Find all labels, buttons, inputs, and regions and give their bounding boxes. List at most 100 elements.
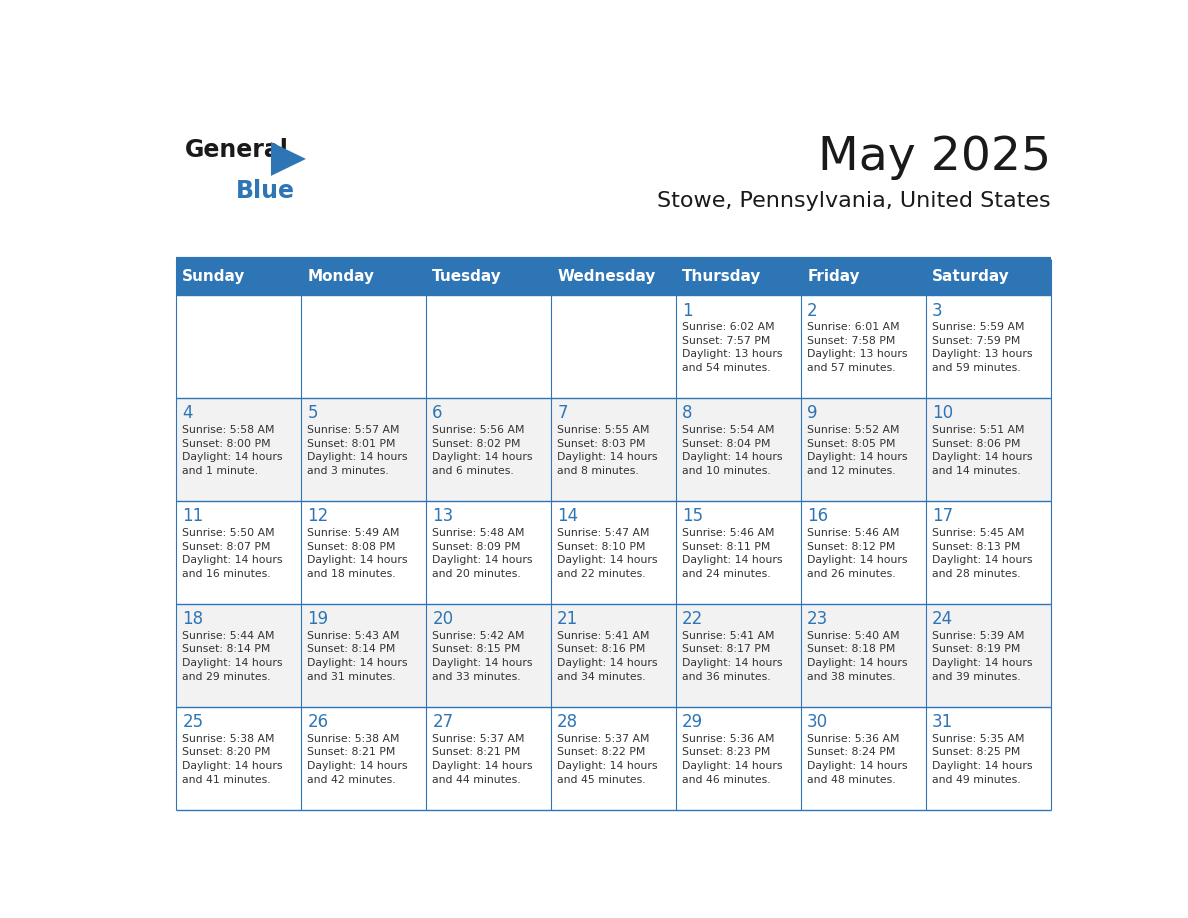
- Text: 20: 20: [432, 610, 454, 628]
- FancyBboxPatch shape: [801, 259, 925, 296]
- Text: 7: 7: [557, 405, 568, 422]
- FancyBboxPatch shape: [426, 501, 551, 604]
- FancyBboxPatch shape: [176, 707, 301, 810]
- Text: Sunday: Sunday: [183, 270, 246, 285]
- Text: Thursday: Thursday: [682, 270, 762, 285]
- Text: Sunrise: 5:41 AM
Sunset: 8:16 PM
Daylight: 14 hours
and 34 minutes.: Sunrise: 5:41 AM Sunset: 8:16 PM Dayligh…: [557, 631, 658, 682]
- Text: Sunrise: 5:44 AM
Sunset: 8:14 PM
Daylight: 14 hours
and 29 minutes.: Sunrise: 5:44 AM Sunset: 8:14 PM Dayligh…: [183, 631, 283, 682]
- Text: 16: 16: [807, 508, 828, 525]
- Text: Sunrise: 5:57 AM
Sunset: 8:01 PM
Daylight: 14 hours
and 3 minutes.: Sunrise: 5:57 AM Sunset: 8:01 PM Dayligh…: [308, 425, 407, 476]
- FancyBboxPatch shape: [176, 296, 301, 398]
- Text: Sunrise: 5:48 AM
Sunset: 8:09 PM
Daylight: 14 hours
and 20 minutes.: Sunrise: 5:48 AM Sunset: 8:09 PM Dayligh…: [432, 528, 532, 578]
- Text: Sunrise: 5:46 AM
Sunset: 8:11 PM
Daylight: 14 hours
and 24 minutes.: Sunrise: 5:46 AM Sunset: 8:11 PM Dayligh…: [682, 528, 783, 578]
- FancyBboxPatch shape: [676, 501, 801, 604]
- FancyBboxPatch shape: [925, 259, 1051, 296]
- FancyBboxPatch shape: [301, 259, 426, 296]
- FancyBboxPatch shape: [426, 707, 551, 810]
- Text: Sunrise: 5:50 AM
Sunset: 8:07 PM
Daylight: 14 hours
and 16 minutes.: Sunrise: 5:50 AM Sunset: 8:07 PM Dayligh…: [183, 528, 283, 578]
- Text: 5: 5: [308, 405, 318, 422]
- FancyBboxPatch shape: [551, 296, 676, 398]
- Text: 14: 14: [557, 508, 579, 525]
- Text: General: General: [185, 139, 289, 162]
- FancyBboxPatch shape: [676, 259, 801, 296]
- FancyBboxPatch shape: [925, 398, 1051, 501]
- FancyBboxPatch shape: [551, 259, 676, 296]
- Text: 19: 19: [308, 610, 328, 628]
- Text: Sunrise: 5:45 AM
Sunset: 8:13 PM
Daylight: 14 hours
and 28 minutes.: Sunrise: 5:45 AM Sunset: 8:13 PM Dayligh…: [933, 528, 1032, 578]
- Text: 9: 9: [807, 405, 817, 422]
- Text: Sunrise: 5:35 AM
Sunset: 8:25 PM
Daylight: 14 hours
and 49 minutes.: Sunrise: 5:35 AM Sunset: 8:25 PM Dayligh…: [933, 733, 1032, 785]
- Text: 23: 23: [807, 610, 828, 628]
- Text: Friday: Friday: [807, 270, 860, 285]
- FancyBboxPatch shape: [176, 398, 301, 501]
- FancyBboxPatch shape: [676, 296, 801, 398]
- Text: 13: 13: [432, 508, 454, 525]
- Text: Sunrise: 5:37 AM
Sunset: 8:21 PM
Daylight: 14 hours
and 44 minutes.: Sunrise: 5:37 AM Sunset: 8:21 PM Dayligh…: [432, 733, 532, 785]
- Text: 2: 2: [807, 301, 817, 319]
- Text: Sunrise: 6:02 AM
Sunset: 7:57 PM
Daylight: 13 hours
and 54 minutes.: Sunrise: 6:02 AM Sunset: 7:57 PM Dayligh…: [682, 322, 783, 373]
- Text: Sunrise: 5:56 AM
Sunset: 8:02 PM
Daylight: 14 hours
and 6 minutes.: Sunrise: 5:56 AM Sunset: 8:02 PM Dayligh…: [432, 425, 532, 476]
- Text: Sunrise: 5:46 AM
Sunset: 8:12 PM
Daylight: 14 hours
and 26 minutes.: Sunrise: 5:46 AM Sunset: 8:12 PM Dayligh…: [807, 528, 908, 578]
- Text: Sunrise: 5:59 AM
Sunset: 7:59 PM
Daylight: 13 hours
and 59 minutes.: Sunrise: 5:59 AM Sunset: 7:59 PM Dayligh…: [933, 322, 1032, 373]
- FancyBboxPatch shape: [426, 296, 551, 398]
- FancyBboxPatch shape: [801, 604, 925, 707]
- FancyBboxPatch shape: [925, 707, 1051, 810]
- FancyBboxPatch shape: [301, 398, 426, 501]
- FancyBboxPatch shape: [676, 707, 801, 810]
- FancyBboxPatch shape: [925, 501, 1051, 604]
- FancyBboxPatch shape: [301, 296, 426, 398]
- Text: Sunrise: 5:39 AM
Sunset: 8:19 PM
Daylight: 14 hours
and 39 minutes.: Sunrise: 5:39 AM Sunset: 8:19 PM Dayligh…: [933, 631, 1032, 682]
- Text: Sunrise: 6:01 AM
Sunset: 7:58 PM
Daylight: 13 hours
and 57 minutes.: Sunrise: 6:01 AM Sunset: 7:58 PM Dayligh…: [807, 322, 908, 373]
- Text: 6: 6: [432, 405, 443, 422]
- FancyBboxPatch shape: [676, 398, 801, 501]
- Text: Wednesday: Wednesday: [557, 270, 656, 285]
- Text: Sunrise: 5:52 AM
Sunset: 8:05 PM
Daylight: 14 hours
and 12 minutes.: Sunrise: 5:52 AM Sunset: 8:05 PM Dayligh…: [807, 425, 908, 476]
- FancyBboxPatch shape: [551, 398, 676, 501]
- Text: 26: 26: [308, 713, 328, 732]
- Text: Saturday: Saturday: [933, 270, 1010, 285]
- Text: Tuesday: Tuesday: [432, 270, 503, 285]
- FancyBboxPatch shape: [925, 296, 1051, 398]
- Text: Monday: Monday: [308, 270, 374, 285]
- Text: Sunrise: 5:54 AM
Sunset: 8:04 PM
Daylight: 14 hours
and 10 minutes.: Sunrise: 5:54 AM Sunset: 8:04 PM Dayligh…: [682, 425, 783, 476]
- FancyBboxPatch shape: [301, 707, 426, 810]
- FancyBboxPatch shape: [801, 501, 925, 604]
- FancyBboxPatch shape: [176, 501, 301, 604]
- Text: Sunrise: 5:43 AM
Sunset: 8:14 PM
Daylight: 14 hours
and 31 minutes.: Sunrise: 5:43 AM Sunset: 8:14 PM Dayligh…: [308, 631, 407, 682]
- FancyBboxPatch shape: [301, 604, 426, 707]
- Text: 17: 17: [933, 508, 953, 525]
- FancyBboxPatch shape: [801, 707, 925, 810]
- Text: Sunrise: 5:51 AM
Sunset: 8:06 PM
Daylight: 14 hours
and 14 minutes.: Sunrise: 5:51 AM Sunset: 8:06 PM Dayligh…: [933, 425, 1032, 476]
- Text: 25: 25: [183, 713, 203, 732]
- Text: Blue: Blue: [236, 179, 295, 204]
- Text: Sunrise: 5:58 AM
Sunset: 8:00 PM
Daylight: 14 hours
and 1 minute.: Sunrise: 5:58 AM Sunset: 8:00 PM Dayligh…: [183, 425, 283, 476]
- Text: Sunrise: 5:41 AM
Sunset: 8:17 PM
Daylight: 14 hours
and 36 minutes.: Sunrise: 5:41 AM Sunset: 8:17 PM Dayligh…: [682, 631, 783, 682]
- Text: 27: 27: [432, 713, 454, 732]
- FancyBboxPatch shape: [801, 296, 925, 398]
- Text: 29: 29: [682, 713, 703, 732]
- Text: Sunrise: 5:38 AM
Sunset: 8:20 PM
Daylight: 14 hours
and 41 minutes.: Sunrise: 5:38 AM Sunset: 8:20 PM Dayligh…: [183, 733, 283, 785]
- Text: 18: 18: [183, 610, 203, 628]
- Text: Sunrise: 5:37 AM
Sunset: 8:22 PM
Daylight: 14 hours
and 45 minutes.: Sunrise: 5:37 AM Sunset: 8:22 PM Dayligh…: [557, 733, 658, 785]
- Text: 15: 15: [682, 508, 703, 525]
- Text: Sunrise: 5:49 AM
Sunset: 8:08 PM
Daylight: 14 hours
and 18 minutes.: Sunrise: 5:49 AM Sunset: 8:08 PM Dayligh…: [308, 528, 407, 578]
- Text: Sunrise: 5:38 AM
Sunset: 8:21 PM
Daylight: 14 hours
and 42 minutes.: Sunrise: 5:38 AM Sunset: 8:21 PM Dayligh…: [308, 733, 407, 785]
- Text: 8: 8: [682, 405, 693, 422]
- Text: 21: 21: [557, 610, 579, 628]
- FancyBboxPatch shape: [801, 398, 925, 501]
- Text: Sunrise: 5:47 AM
Sunset: 8:10 PM
Daylight: 14 hours
and 22 minutes.: Sunrise: 5:47 AM Sunset: 8:10 PM Dayligh…: [557, 528, 658, 578]
- Text: May 2025: May 2025: [817, 135, 1051, 180]
- Text: 10: 10: [933, 405, 953, 422]
- Text: 30: 30: [807, 713, 828, 732]
- FancyBboxPatch shape: [301, 501, 426, 604]
- FancyBboxPatch shape: [426, 259, 551, 296]
- FancyBboxPatch shape: [925, 604, 1051, 707]
- Text: 22: 22: [682, 610, 703, 628]
- Text: 1: 1: [682, 301, 693, 319]
- FancyBboxPatch shape: [551, 501, 676, 604]
- Text: Stowe, Pennsylvania, United States: Stowe, Pennsylvania, United States: [657, 192, 1051, 211]
- Text: 24: 24: [933, 610, 953, 628]
- Text: Sunrise: 5:55 AM
Sunset: 8:03 PM
Daylight: 14 hours
and 8 minutes.: Sunrise: 5:55 AM Sunset: 8:03 PM Dayligh…: [557, 425, 658, 476]
- Text: 3: 3: [933, 301, 943, 319]
- Text: 31: 31: [933, 713, 953, 732]
